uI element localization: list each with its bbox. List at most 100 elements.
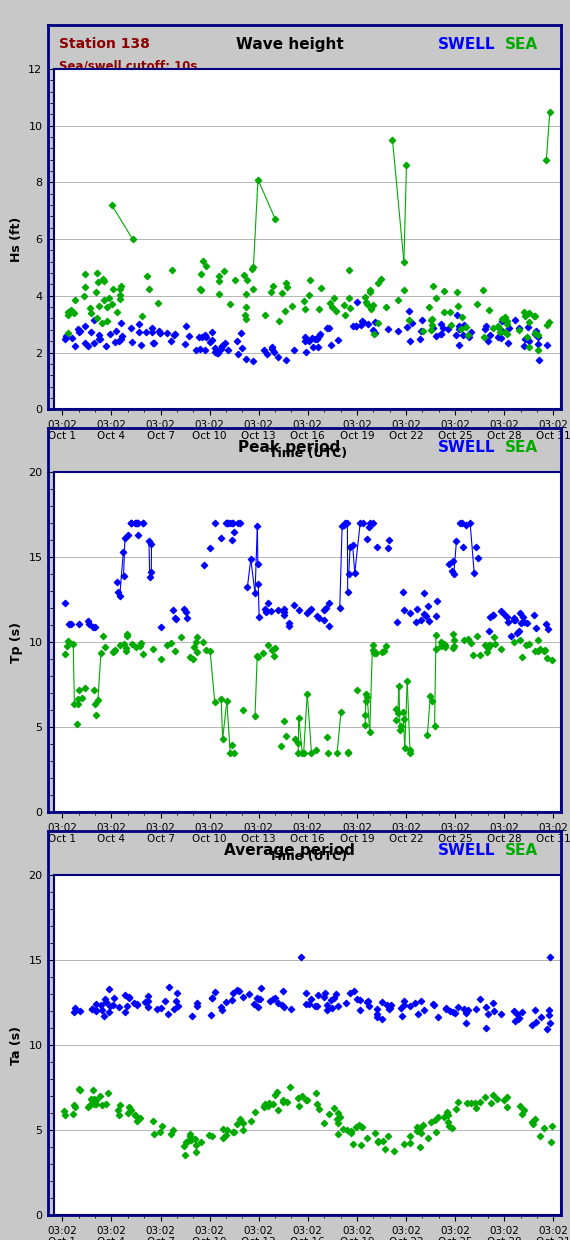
Point bbox=[494, 327, 503, 347]
Point bbox=[488, 319, 498, 339]
Point bbox=[294, 733, 303, 753]
Point bbox=[343, 513, 352, 533]
Point bbox=[542, 315, 551, 335]
Point bbox=[172, 991, 181, 1011]
Point bbox=[304, 331, 314, 351]
Text: SEA: SEA bbox=[505, 440, 538, 455]
Point bbox=[211, 342, 220, 362]
Point bbox=[149, 334, 158, 353]
Point bbox=[254, 170, 263, 190]
Point bbox=[351, 316, 360, 336]
Point bbox=[205, 332, 214, 352]
Point bbox=[510, 610, 519, 630]
Point bbox=[124, 526, 133, 546]
Point bbox=[268, 277, 278, 296]
Point bbox=[226, 743, 235, 763]
Point bbox=[449, 636, 458, 656]
Point bbox=[471, 1097, 481, 1117]
Point bbox=[431, 288, 441, 308]
Point bbox=[358, 513, 367, 533]
Point bbox=[274, 347, 283, 367]
Point bbox=[399, 1135, 408, 1154]
Point bbox=[246, 549, 255, 569]
Point bbox=[453, 1092, 462, 1112]
Point bbox=[454, 296, 463, 316]
Point bbox=[270, 342, 279, 362]
Point bbox=[137, 335, 146, 355]
Point bbox=[461, 515, 470, 534]
Point bbox=[426, 320, 435, 340]
Point bbox=[63, 636, 72, 656]
Point bbox=[520, 1100, 529, 1120]
Point bbox=[217, 997, 226, 1017]
Point bbox=[342, 993, 351, 1013]
Point bbox=[74, 614, 83, 634]
Point bbox=[173, 983, 182, 1003]
Point bbox=[120, 528, 129, 548]
Point bbox=[246, 1111, 255, 1131]
Point bbox=[115, 997, 124, 1017]
Point bbox=[393, 703, 402, 723]
Point bbox=[437, 325, 446, 345]
Point bbox=[408, 312, 417, 332]
Point bbox=[396, 717, 405, 737]
Point bbox=[286, 999, 295, 1019]
Point bbox=[267, 337, 276, 357]
Point bbox=[486, 1092, 495, 1112]
Point bbox=[61, 645, 70, 665]
Point bbox=[136, 1109, 145, 1128]
Point bbox=[253, 988, 262, 1008]
Point bbox=[379, 1131, 388, 1151]
Point bbox=[263, 593, 272, 613]
Point bbox=[91, 1090, 100, 1110]
Point bbox=[278, 996, 287, 1016]
Point bbox=[324, 319, 333, 339]
Point bbox=[91, 694, 100, 714]
Point bbox=[137, 634, 146, 653]
Point bbox=[369, 320, 378, 340]
Point bbox=[463, 1092, 472, 1112]
Point bbox=[88, 1080, 97, 1100]
Point bbox=[89, 681, 99, 701]
Point bbox=[304, 601, 314, 621]
Point bbox=[455, 513, 465, 533]
Point bbox=[280, 599, 289, 619]
Point bbox=[253, 647, 262, 667]
Point bbox=[439, 301, 448, 321]
Point bbox=[459, 999, 468, 1019]
Point bbox=[180, 334, 189, 353]
Point bbox=[447, 1118, 457, 1138]
Point bbox=[545, 999, 554, 1019]
Point bbox=[356, 999, 365, 1019]
Point bbox=[362, 294, 371, 314]
Point bbox=[242, 270, 251, 290]
Point bbox=[367, 299, 376, 319]
Point bbox=[511, 610, 520, 630]
Point bbox=[196, 280, 205, 300]
Point bbox=[315, 326, 324, 346]
Point bbox=[123, 626, 132, 646]
Point bbox=[340, 516, 349, 536]
Point bbox=[448, 551, 457, 570]
Point bbox=[386, 994, 396, 1014]
Point bbox=[156, 322, 165, 342]
Point bbox=[518, 647, 527, 667]
Point bbox=[413, 1117, 422, 1137]
Point bbox=[103, 1084, 112, 1104]
Point bbox=[424, 1128, 433, 1148]
Point bbox=[219, 1127, 228, 1147]
Point bbox=[241, 305, 250, 325]
Point bbox=[266, 281, 275, 301]
Point bbox=[312, 1094, 321, 1114]
Point bbox=[429, 994, 438, 1014]
Point bbox=[222, 1120, 231, 1140]
Point bbox=[530, 324, 539, 343]
Point bbox=[507, 626, 516, 646]
Point bbox=[201, 640, 210, 660]
Point bbox=[295, 1096, 304, 1116]
Point bbox=[533, 630, 542, 650]
Point bbox=[385, 998, 394, 1018]
Point bbox=[315, 1100, 324, 1120]
Point bbox=[235, 981, 244, 1001]
Point bbox=[369, 644, 378, 663]
